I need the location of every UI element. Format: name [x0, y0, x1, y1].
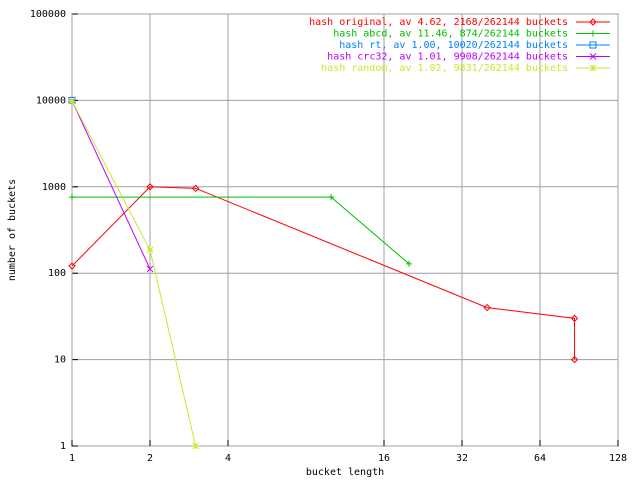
- point-marker: [570, 314, 579, 323]
- x-tick-label: 64: [534, 453, 546, 464]
- legend-marker: [589, 53, 597, 60]
- x-tick-label: 4: [225, 453, 231, 464]
- point-marker: [68, 97, 76, 105]
- legend-label: hash abcd, av 11.46, 874/262144 buckets: [333, 29, 568, 40]
- point-marker: [191, 184, 200, 193]
- point-marker: [146, 265, 154, 273]
- y-tick-label: 1000: [42, 182, 66, 193]
- x-tick-label: 16: [378, 453, 390, 464]
- series-line: [71, 100, 151, 270]
- x-tick-label: 1: [69, 453, 75, 464]
- point-marker: [483, 303, 491, 312]
- point-marker: [406, 260, 413, 267]
- y-tick-label: 100: [48, 268, 66, 279]
- legend-label: hash rt, av 1.00, 10020/262144 buckets: [339, 40, 568, 51]
- point-marker: [570, 355, 579, 364]
- x-tick-label: 2: [147, 453, 153, 464]
- legend-label: hash crc32, av 1.01, 9908/262144 buckets: [327, 52, 568, 63]
- point-marker: [68, 262, 76, 270]
- y-axis-label: number of buckets: [7, 179, 18, 281]
- legend-marker: [589, 41, 597, 49]
- y-tick-label: 1: [60, 441, 66, 452]
- point-marker: [146, 183, 154, 191]
- plot-frame: [71, 13, 619, 447]
- point-marker: [328, 194, 335, 201]
- legend-marker: [589, 64, 597, 72]
- x-axis-label: bucket length: [306, 467, 384, 478]
- x-tick-label: 32: [456, 453, 468, 464]
- legend-label: hash original, av 4.62, 2168/262144 buck…: [309, 17, 568, 28]
- y-tick-label: 10: [54, 355, 66, 366]
- point-marker: [192, 442, 199, 450]
- x-tick-label: 128: [609, 453, 627, 464]
- y-tick-label: 100000: [30, 9, 66, 20]
- legend-marker: [590, 30, 596, 37]
- legend-label: hash random, av 1.02, 9831/262144 bucket…: [321, 63, 568, 74]
- series-line: [71, 186, 576, 360]
- y-tick-label: 10000: [36, 95, 66, 106]
- point-marker: [69, 194, 75, 201]
- legend-marker: [589, 18, 597, 26]
- point-marker: [146, 246, 154, 254]
